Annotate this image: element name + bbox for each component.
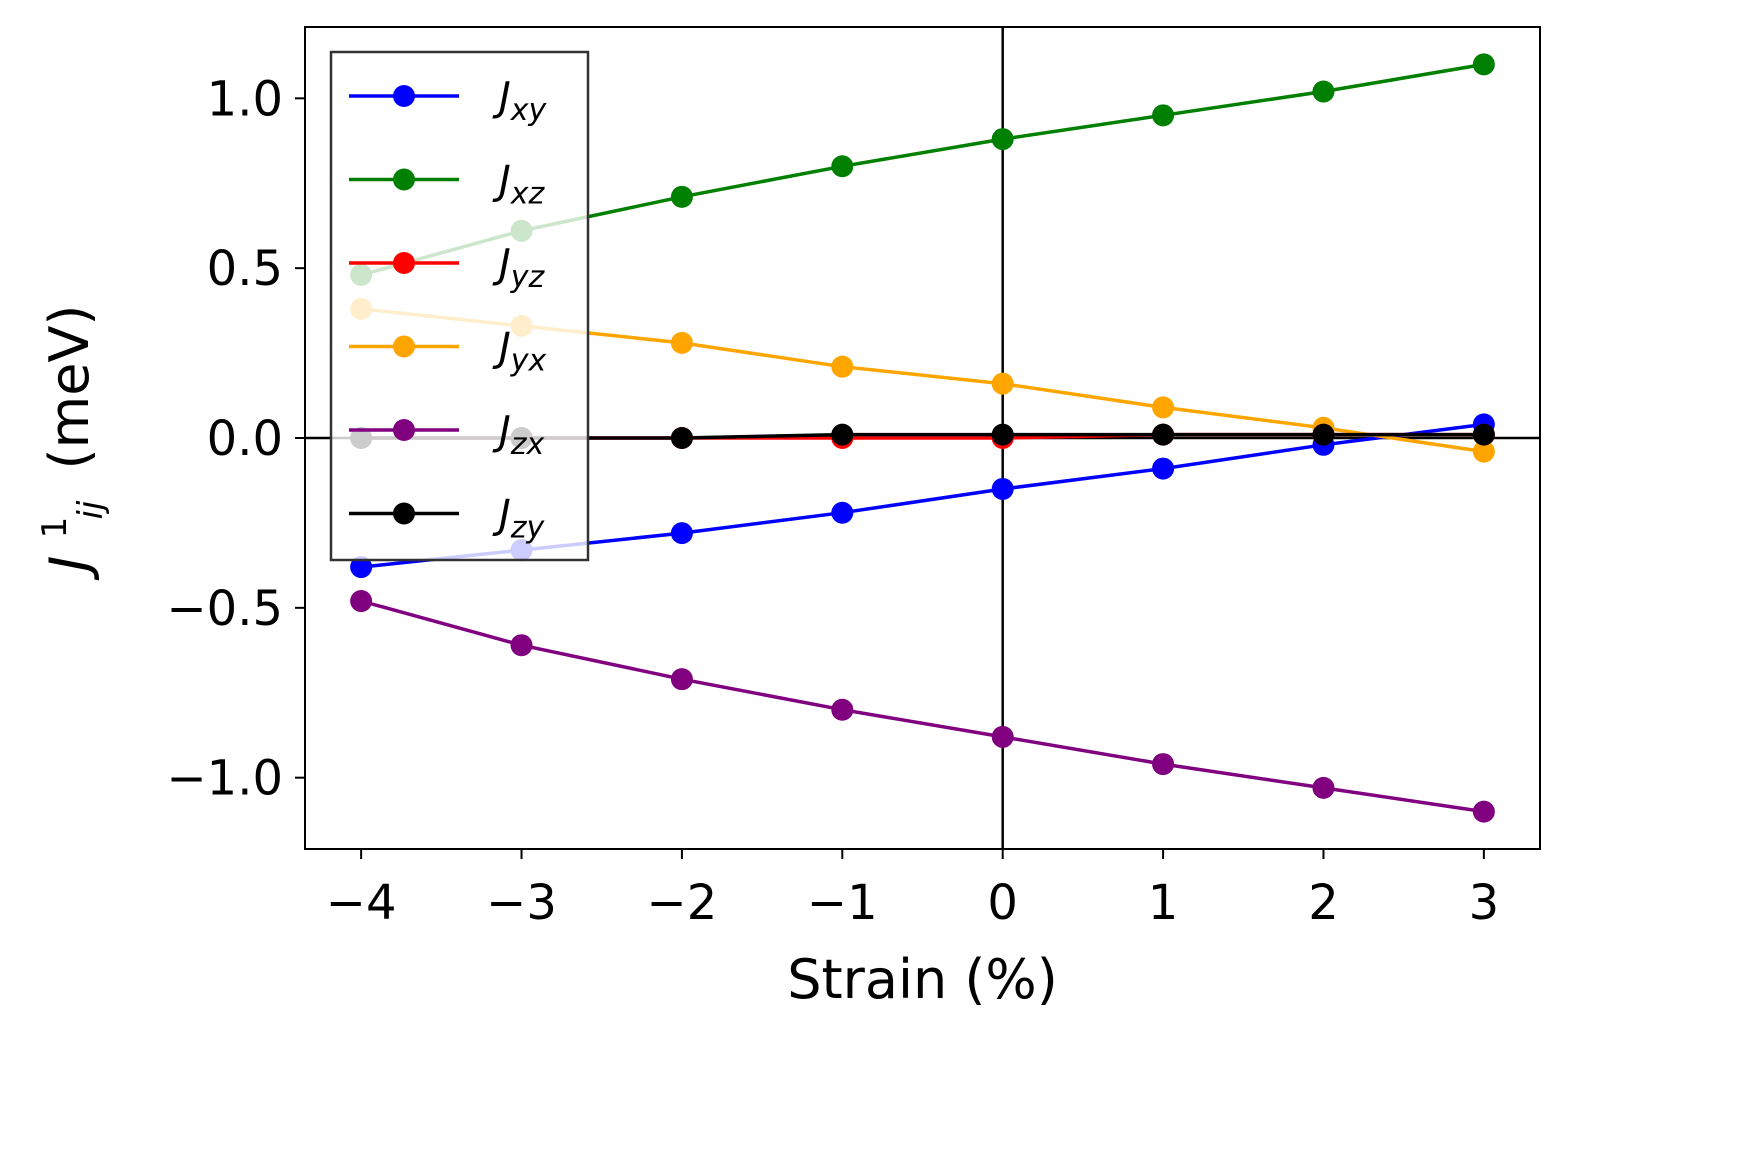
legend-marker <box>393 85 415 107</box>
legend-marker <box>393 419 415 441</box>
x-tick-label: 3 <box>1469 875 1500 931</box>
legend-marker <box>393 502 415 525</box>
data-point-xz <box>1152 104 1175 127</box>
data-point-zx <box>510 634 533 657</box>
data-point-zx <box>991 725 1014 748</box>
x-tick-label: −3 <box>486 875 557 931</box>
series-line-zx <box>360 599 1485 814</box>
data-point-zy <box>670 427 693 449</box>
x-tick-label: −1 <box>807 875 878 931</box>
data-point-yx <box>991 372 1014 395</box>
data-point-zy <box>831 423 854 446</box>
legend-item-yx: Jyx <box>349 325 547 379</box>
data-point-zx <box>350 590 373 613</box>
data-point-xy <box>991 477 1014 500</box>
data-point-zx <box>670 668 693 691</box>
x-tick-label: 2 <box>1308 875 1339 931</box>
data-point-xz <box>670 185 693 208</box>
x-axis-ticks: −4 −3 −2 −1 0 1 2 3 <box>326 849 1499 931</box>
x-tick-label: 0 <box>987 875 1018 931</box>
data-point-xz <box>1472 53 1495 76</box>
y-axis-label-unit: (meV) <box>38 305 101 470</box>
y-tick-label: −0.5 <box>166 581 283 637</box>
data-point-yx <box>1472 440 1495 463</box>
data-point-zx <box>831 698 854 721</box>
y-tick-label: 1.0 <box>207 71 283 127</box>
legend-marker <box>393 168 415 191</box>
data-point-xy <box>1152 457 1175 480</box>
x-tick-label: −4 <box>326 875 397 931</box>
data-point-xz <box>1312 80 1335 103</box>
y-axis-label-base: J <box>38 556 101 581</box>
data-point-zy <box>1472 423 1495 446</box>
y-tick-label: 0.5 <box>207 241 283 297</box>
data-point-zy <box>1152 423 1175 446</box>
data-point-xy <box>350 556 373 579</box>
legend-box <box>329 50 590 562</box>
data-point-zx <box>1472 800 1495 823</box>
data-point-xy <box>831 501 854 524</box>
y-tick-label: −1.0 <box>166 751 283 807</box>
data-point-zx <box>1152 753 1175 776</box>
x-tick-label: −2 <box>647 875 718 931</box>
data-point-xz <box>991 128 1014 151</box>
x-tick-label: 1 <box>1148 875 1179 931</box>
data-point-yx <box>1152 396 1175 419</box>
series-zx <box>350 590 1495 823</box>
data-point-zx <box>1312 776 1335 799</box>
legend-marker <box>393 335 415 358</box>
data-point-zy <box>1312 423 1335 446</box>
data-point-zy <box>991 423 1014 446</box>
y-axis-label-subscript: ij <box>71 500 111 519</box>
y-axis-label-superscript: 1 <box>35 517 75 539</box>
x-axis-label: Strain (%) <box>787 948 1058 1011</box>
y-axis-ticks: 1.0 0.5 0.0 −0.5 −1.0 <box>166 71 305 807</box>
y-tick-label: 0.0 <box>207 411 283 467</box>
data-point-xz <box>831 155 854 178</box>
data-point-yx <box>670 331 693 354</box>
data-point-yx <box>831 355 854 378</box>
data-point-xy <box>670 522 693 545</box>
legend-marker <box>393 252 415 274</box>
y-axis-label: J 1 ij (meV) <box>16 305 115 581</box>
